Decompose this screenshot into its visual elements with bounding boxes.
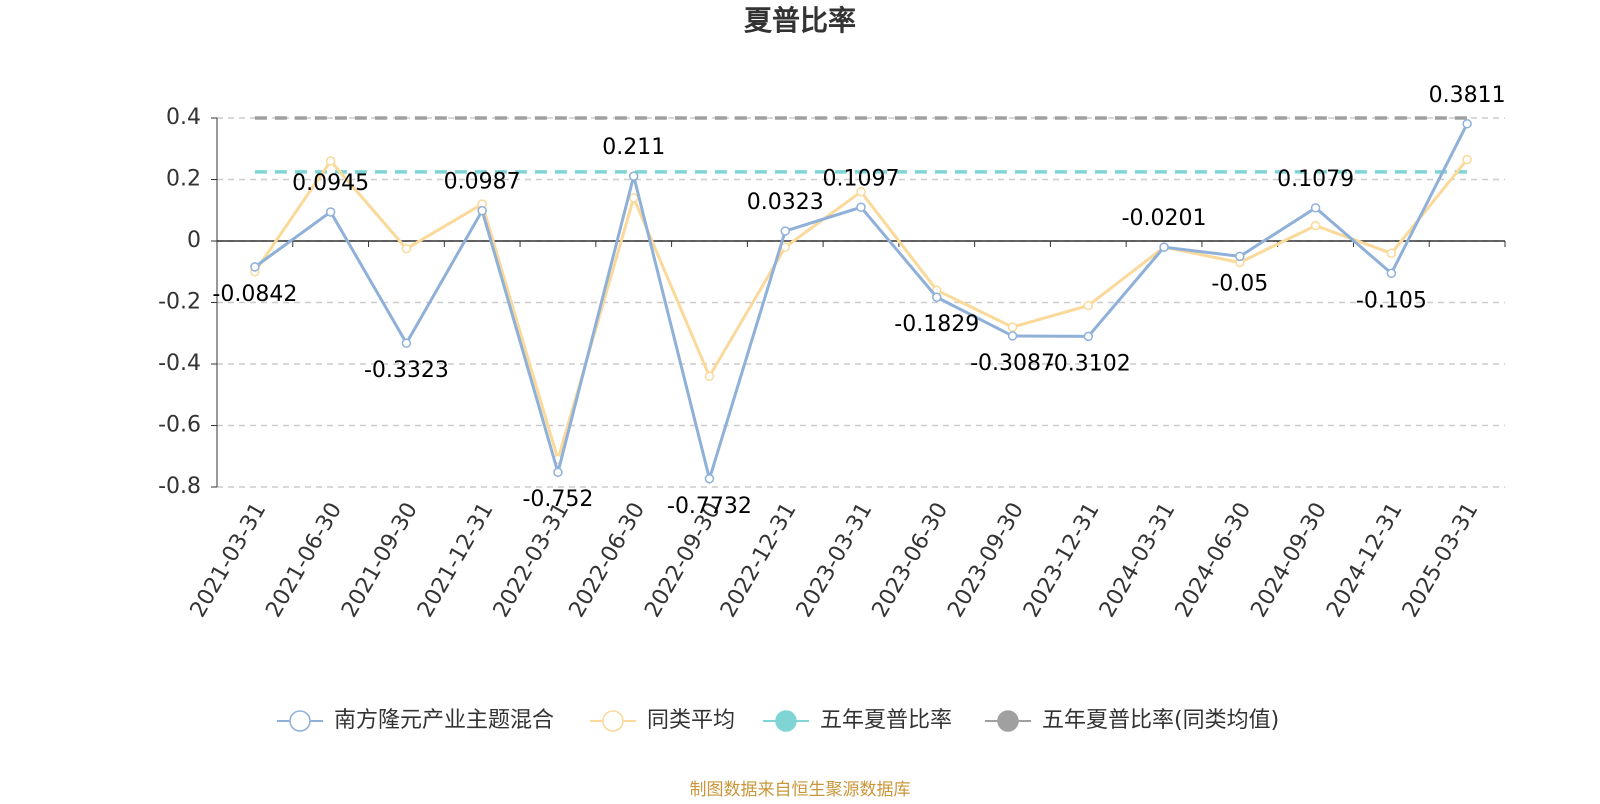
y-tick-label: -0.2 (158, 290, 201, 315)
x-tick-label: 2023-09-30 (943, 499, 1029, 622)
legend-marker (289, 710, 311, 732)
data-label: -0.1829 (894, 312, 979, 337)
data-label: 0.3811 (1429, 83, 1506, 108)
point (401, 338, 412, 348)
x-tick-label: 2023-03-31 (792, 499, 878, 622)
data-label: -0.7732 (667, 494, 752, 519)
point (250, 262, 260, 272)
data-label: 0.1097 (823, 166, 900, 191)
point (1083, 331, 1094, 342)
point (477, 205, 487, 216)
source: 制图数据来自恒生聚源数据库 (690, 780, 911, 800)
data-label: 0.0323 (747, 190, 824, 215)
point (1007, 322, 1018, 332)
y-tick-label: -0.6 (158, 413, 201, 438)
point (401, 243, 412, 254)
point (932, 292, 942, 302)
data-label: 0.211 (602, 135, 665, 160)
point (1310, 203, 1321, 213)
point (1235, 251, 1245, 262)
x-tick-label: 2024-06-30 (1171, 499, 1257, 622)
data-label: -0.3102 (1046, 351, 1131, 376)
y-tick-label: 0 (187, 228, 201, 253)
x-tick-label: 2025-03-31 (1398, 499, 1484, 622)
data-label: -0.105 (1356, 288, 1427, 313)
data-label: -0.752 (522, 487, 593, 512)
y-tick-label: -0.4 (158, 351, 201, 376)
point (780, 226, 790, 236)
data-label: -0.0842 (212, 282, 297, 307)
legend-label: 同类平均 (647, 708, 735, 733)
point (553, 467, 563, 477)
x-tick-label: 2023-12-31 (1019, 499, 1105, 622)
x-tick-label: 2024-09-30 (1246, 499, 1332, 622)
data-label: -0.05 (1211, 271, 1268, 296)
point (628, 171, 639, 181)
point (1462, 154, 1472, 165)
legend-label: 五年夏普比率(同类均值) (1042, 708, 1279, 733)
x-tick-label: 2021-06-30 (261, 499, 347, 622)
chart-title: 夏普比率 (744, 4, 856, 37)
data-label: -0.3323 (364, 358, 449, 383)
point (856, 202, 866, 213)
point (704, 371, 715, 382)
point (628, 193, 639, 203)
point (1159, 242, 1169, 252)
point (1083, 300, 1094, 311)
legend-marker (775, 710, 797, 732)
point (704, 474, 715, 484)
x-tick-label: 2024-03-31 (1095, 499, 1181, 622)
x-tick-label: 2021-09-30 (337, 498, 423, 621)
data-label: 0.0945 (292, 171, 369, 196)
data-label: 0.1079 (1277, 167, 1354, 192)
point (1386, 248, 1397, 259)
x-tick-label: 2021-12-31 (413, 499, 499, 622)
x-tick-label: 2021-03-31 (186, 499, 272, 622)
point (856, 187, 866, 197)
point (1462, 119, 1472, 129)
point (1310, 220, 1321, 231)
point (325, 156, 336, 166)
point (1007, 331, 1018, 341)
x-tick-label: 2022-03-31 (489, 499, 575, 622)
x-tick-label: 2023-06-30 (868, 498, 954, 621)
legend-label: 南方隆元产业主题混合 (334, 708, 554, 733)
legend-marker (997, 710, 1019, 732)
legend-marker (602, 710, 624, 732)
x-tick-label: 2024-12-31 (1322, 499, 1408, 622)
y-tick-label: 0.4 (166, 105, 201, 130)
y-tick-label: 0.2 (166, 167, 201, 192)
x-tick-label: 2022-06-30 (565, 499, 651, 622)
data-label: -0.3087 (970, 351, 1055, 376)
point (325, 207, 336, 217)
point (1386, 268, 1397, 279)
y-tick-label: -0.8 (158, 474, 201, 499)
data-label: -0.0201 (1122, 206, 1207, 231)
legend-label: 五年夏普比率 (820, 708, 952, 733)
data-label: 0.0987 (444, 170, 521, 195)
